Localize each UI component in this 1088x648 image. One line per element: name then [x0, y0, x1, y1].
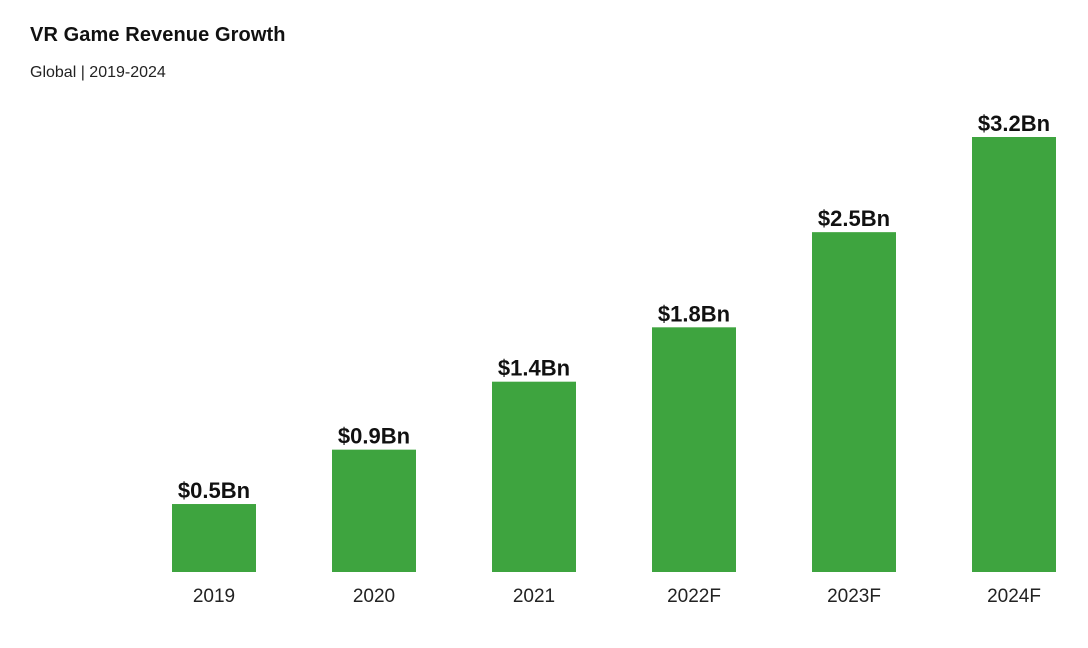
bar-2019	[172, 504, 256, 572]
data-labels-group: $0.5Bn $0.9Bn $1.4Bn $1.8Bn $2.5Bn $3.2Bn	[178, 111, 1050, 503]
x-tick-label-2019: 2019	[193, 586, 235, 607]
x-tick-label-2024f: 2024F	[987, 586, 1041, 607]
bar-2020	[332, 449, 416, 572]
x-tick-label-2022f: 2022F	[667, 586, 721, 607]
data-label-2019: $0.5Bn	[178, 478, 250, 503]
bars-group	[172, 137, 1056, 572]
data-label-2023f: $2.5Bn	[818, 206, 890, 231]
chart-subtitle: Global | 2019-2024	[30, 64, 166, 81]
x-axis-ticks-group: 2019 2020 2021 2022F 2023F 2024F	[193, 586, 1041, 607]
bar-2021	[492, 381, 576, 572]
data-label-2024f: $3.2Bn	[978, 111, 1050, 136]
x-tick-label-2021: 2021	[513, 586, 555, 607]
x-tick-label-2020: 2020	[353, 586, 395, 607]
data-label-2021: $1.4Bn	[498, 356, 570, 381]
bar-2023f	[812, 232, 896, 572]
x-tick-label-2023f: 2023F	[827, 586, 881, 607]
bar-2022f	[652, 327, 736, 572]
chart-title: VR Game Revenue Growth	[30, 24, 286, 46]
bar-2024f	[972, 137, 1056, 572]
data-label-2022f: $1.8Bn	[658, 301, 730, 326]
data-label-2020: $0.9Bn	[338, 424, 410, 449]
